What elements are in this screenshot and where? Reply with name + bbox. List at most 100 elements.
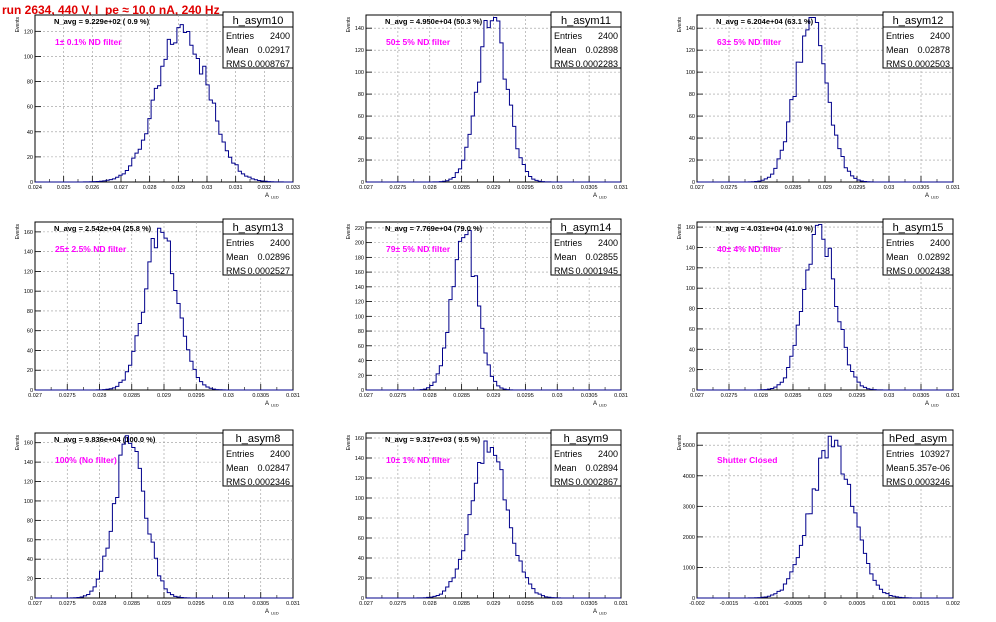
x-tick-label: 0.0275: [721, 393, 738, 399]
stat-mean-value: 0.02896: [257, 252, 290, 262]
stat-rms-label: RMS: [226, 266, 246, 276]
x-tick-label: 0.0275: [721, 185, 738, 191]
x-tick-label: 0.028: [423, 185, 437, 191]
x-tick-label: 0.027: [359, 185, 373, 191]
y-tick-label: 140: [355, 456, 364, 462]
y-tick-label: 80: [27, 80, 33, 86]
y-tick-label: 40: [27, 348, 33, 354]
y-tick-label: 20: [689, 158, 695, 164]
y-tick-label: 100: [24, 499, 33, 505]
histogram-line: [35, 227, 293, 391]
filter-label: Shutter Closed: [717, 455, 777, 465]
x-tick-label: 0.031: [946, 185, 960, 191]
x-tick-label: 0.0295: [188, 393, 205, 399]
stat-entries-label: Entries: [226, 31, 255, 41]
x-tick-label: 0.0285: [453, 601, 470, 607]
navg-label: N_avg = 9.836e+04 (100.0 %): [54, 435, 156, 444]
histogram-name: h_asym8: [236, 433, 281, 445]
stat-mean-label: Mean: [886, 252, 909, 262]
y-tick-label: 5000: [683, 443, 695, 449]
histogram-panel-h_asym10: 0.024 0.025 0.026 0.027 0.028 0.029 0.03 0.031 0…: [15, 11, 300, 200]
histogram-line: [697, 17, 953, 183]
y-tick-label: 140: [24, 460, 33, 466]
x-tick-label: 0.03: [223, 601, 234, 607]
x-axis-label: A LED: [925, 401, 939, 408]
y-tick-label: 120: [24, 480, 33, 486]
x-tick-label: 0.0305: [581, 185, 598, 191]
filter-label: 40± 4% ND filter: [717, 244, 782, 254]
y-tick-label: 80: [689, 307, 695, 313]
stat-mean-value: 0.02917: [257, 45, 290, 55]
y-tick-label: 140: [686, 26, 695, 32]
stat-mean-value: 0.02855: [585, 252, 618, 262]
x-tick-label: 0.0305: [252, 601, 269, 607]
y-tick-label: 20: [27, 368, 33, 374]
stat-mean-label: Mean: [226, 252, 249, 262]
histogram-panel-h_asym12: 0.027 0.0275 0.028 0.0285 0.029 0.0295 0.03 0.0…: [677, 11, 960, 200]
y-tick-label: 80: [689, 92, 695, 98]
y-tick-label: 60: [27, 105, 33, 111]
x-tick-label: 0.028: [93, 393, 107, 399]
y-tick-label: 100: [686, 70, 695, 76]
y-tick-label: 140: [355, 26, 364, 32]
x-tick-label: 0.029: [487, 601, 501, 607]
y-tick-label: 40: [689, 347, 695, 353]
stat-mean-value: 0.02878: [917, 45, 950, 55]
stat-entries-label: Entries: [226, 449, 255, 459]
stats-box: [550, 429, 622, 487]
x-tick-label: 0.027: [114, 185, 128, 191]
histogram-line: [697, 224, 953, 391]
stat-rms-value: 0.0003246: [907, 477, 950, 487]
stat-entries-label: Entries: [886, 449, 915, 459]
navg-label: N_avg = 4.031e+04 (41.0 %): [716, 224, 814, 233]
y-tick-label: 100: [355, 496, 364, 502]
y-tick-label: 40: [689, 136, 695, 142]
stat-mean-label: Mean: [554, 252, 577, 262]
x-tick-label: 0.0305: [913, 393, 930, 399]
y-tick-label: 120: [355, 476, 364, 482]
x-tick-label: 0.03: [884, 393, 895, 399]
x-tick-label: 0.031: [946, 393, 960, 399]
stat-rms-label: RMS: [226, 59, 246, 69]
filter-label: 63± 5% ND filter: [717, 37, 782, 47]
x-tick-label: 0.031: [286, 601, 300, 607]
stat-entries-value: 103927: [920, 449, 950, 459]
y-tick-label: 120: [24, 29, 33, 35]
x-tick-label: 0.029: [818, 185, 832, 191]
stat-entries-value: 2400: [270, 31, 290, 41]
stat-mean-value: 0.02847: [257, 463, 290, 473]
y-tick-label: 100: [24, 54, 33, 60]
filter-label: 50± 5% ND filter: [386, 37, 451, 47]
x-tick-label: 0: [823, 601, 826, 607]
x-tick-label: 0.0295: [188, 601, 205, 607]
x-axis-label: A LED: [265, 193, 279, 200]
y-tick-label: 160: [24, 230, 33, 236]
y-axis-label: Events: [15, 224, 21, 240]
x-tick-label: 0.029: [157, 601, 171, 607]
histogram-line: [697, 435, 953, 599]
x-tick-label: 0.0275: [389, 393, 406, 399]
y-tick-label: 60: [358, 114, 364, 120]
y-tick-label: 0: [692, 180, 695, 186]
x-axis-label: A LED: [593, 609, 607, 616]
histogram-panel-h_asym11: 0.027 0.0275 0.028 0.0285 0.029 0.0295 0.03 0.0…: [346, 11, 628, 200]
x-tick-label: -0.001: [753, 601, 769, 607]
y-tick-label: 200: [355, 241, 364, 247]
x-tick-label: 0.031: [286, 393, 300, 399]
stats-box: [882, 429, 954, 487]
x-tick-label: 0.029: [487, 393, 501, 399]
y-tick-label: 160: [355, 270, 364, 276]
stat-entries-value: 2400: [598, 449, 618, 459]
y-tick-label: 60: [27, 329, 33, 335]
histogram-name: h_asym9: [564, 433, 609, 445]
y-tick-label: 0: [692, 596, 695, 602]
histogram-panel-h_asym14: 0.027 0.0275 0.028 0.0285 0.029 0.0295 0.03 0.0…: [346, 218, 628, 408]
stat-mean-value: 0.02892: [917, 252, 950, 262]
x-tick-label: 0.03: [552, 601, 563, 607]
y-tick-label: 20: [358, 158, 364, 164]
x-tick-label: 0.0295: [517, 185, 534, 191]
y-tick-label: 140: [686, 245, 695, 251]
y-tick-label: 60: [27, 538, 33, 544]
navg-label: N_avg = 9.317e+03 ( 9.5 %): [385, 435, 481, 444]
x-tick-label: 0.0305: [913, 185, 930, 191]
